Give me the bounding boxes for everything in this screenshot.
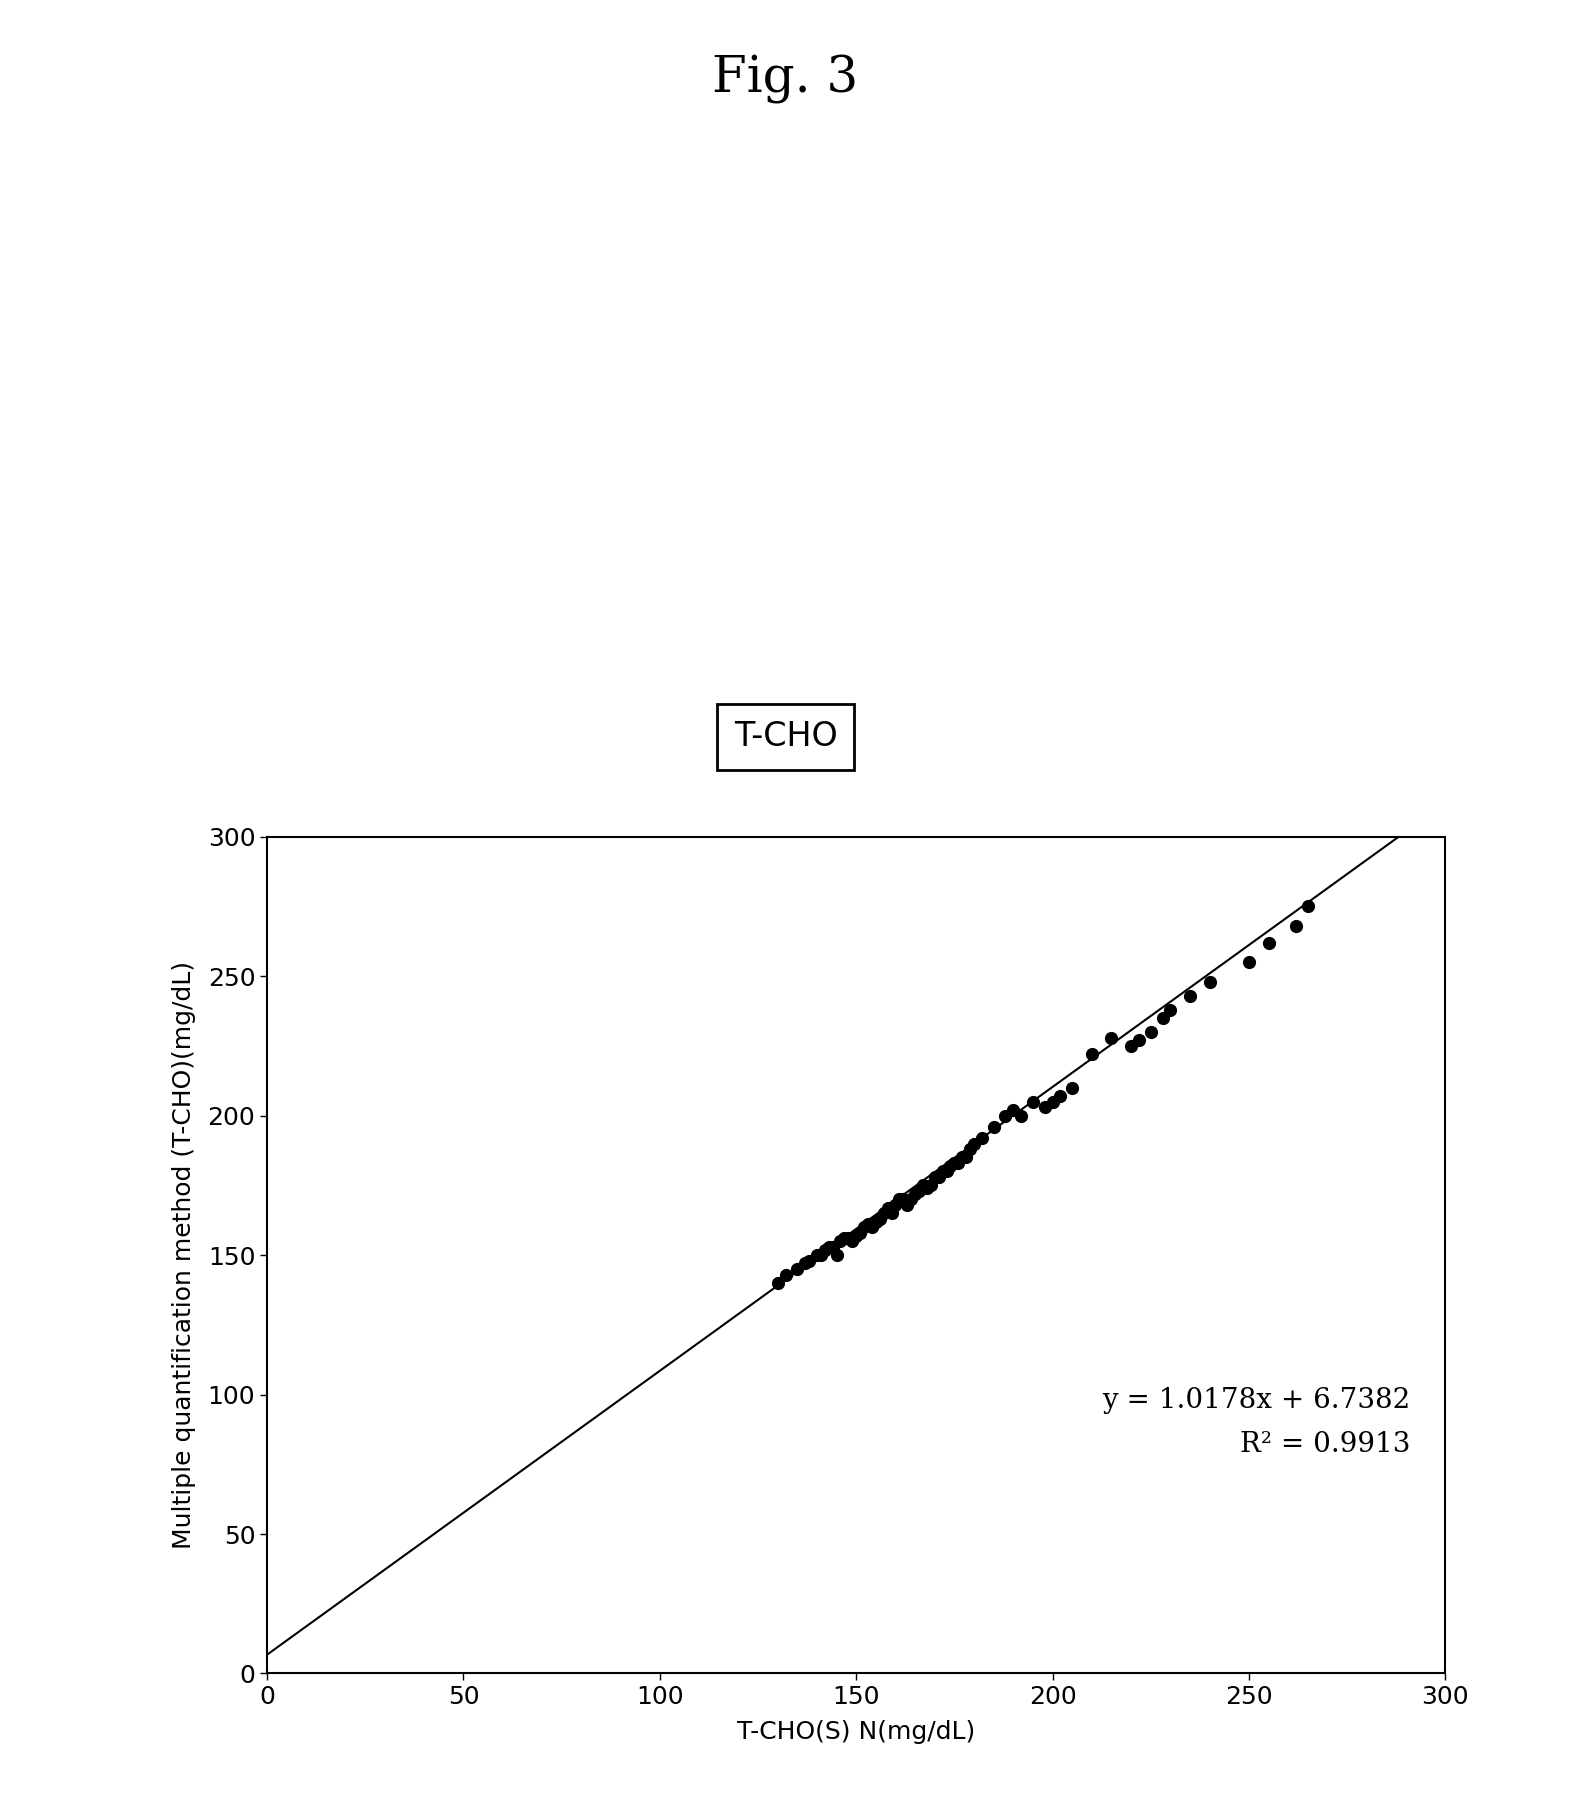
Point (946, 1148, 971, 1177)
Point (914, 1173, 939, 1202)
Point (883, 1190, 908, 1219)
Point (1048, 1082, 1073, 1111)
Point (933, 1157, 958, 1186)
Point (888, 1184, 913, 1213)
Point (880, 1199, 905, 1228)
Point (1021, 1088, 1046, 1117)
Point (807, 1241, 833, 1270)
Text: T-CHO: T-CHO (734, 720, 837, 753)
Point (820, 1231, 845, 1261)
Point (1137, 1017, 1163, 1046)
Point (1001, 1095, 1026, 1124)
Point (825, 1241, 850, 1270)
Point (1150, 1004, 1175, 1033)
Point (836, 1224, 861, 1253)
Point (851, 1213, 877, 1242)
Point (786, 1255, 811, 1284)
Point (993, 1100, 1018, 1130)
Point (817, 1231, 842, 1261)
Point (840, 1226, 866, 1255)
Point (980, 1111, 1007, 1141)
X-axis label: T-CHO(S) N(mg/dL): T-CHO(S) N(mg/dL) (737, 1721, 976, 1744)
Point (902, 1179, 927, 1208)
Point (1236, 948, 1262, 977)
Text: y = 1.0178x + 6.7382
R² = 0.9913: y = 1.0178x + 6.7382 R² = 0.9913 (1101, 1388, 1411, 1457)
Point (1197, 968, 1222, 997)
Point (958, 1135, 983, 1164)
Point (906, 1177, 932, 1206)
Point (1009, 1100, 1034, 1130)
Point (828, 1226, 853, 1255)
Point (1296, 891, 1321, 920)
Point (765, 1268, 790, 1297)
Point (1158, 995, 1183, 1024)
Point (1178, 980, 1203, 1010)
Point (864, 1208, 889, 1237)
Point (796, 1246, 822, 1275)
Point (930, 1157, 955, 1186)
Point (938, 1151, 963, 1181)
Point (1040, 1088, 1065, 1117)
Point (1126, 1026, 1152, 1055)
Point (1100, 1022, 1125, 1051)
Point (856, 1210, 881, 1239)
Point (961, 1130, 987, 1159)
Point (792, 1250, 817, 1279)
Point (872, 1199, 897, 1228)
Point (954, 1142, 979, 1171)
Y-axis label: Multiple quantification method (T-CHO)(mg/dL): Multiple quantification method (T-CHO)(m… (173, 960, 196, 1550)
Point (848, 1219, 873, 1248)
Text: Fig. 3: Fig. 3 (712, 55, 859, 104)
Point (812, 1235, 837, 1264)
Point (969, 1124, 994, 1153)
Point (917, 1171, 943, 1201)
Point (943, 1148, 968, 1177)
Point (891, 1184, 916, 1213)
Point (1257, 928, 1282, 957)
Point (911, 1171, 936, 1201)
Point (895, 1190, 921, 1219)
Point (773, 1261, 798, 1290)
Point (1079, 1040, 1104, 1070)
Point (804, 1241, 829, 1270)
Point (1060, 1073, 1086, 1102)
Point (922, 1162, 947, 1191)
Point (1284, 911, 1309, 940)
Point (833, 1224, 858, 1253)
Point (949, 1142, 974, 1171)
Point (875, 1193, 900, 1222)
Point (927, 1162, 952, 1191)
Point (867, 1204, 892, 1233)
Point (844, 1221, 869, 1250)
Point (1119, 1031, 1144, 1060)
Point (899, 1184, 924, 1213)
Point (1032, 1093, 1057, 1122)
Point (859, 1213, 884, 1242)
